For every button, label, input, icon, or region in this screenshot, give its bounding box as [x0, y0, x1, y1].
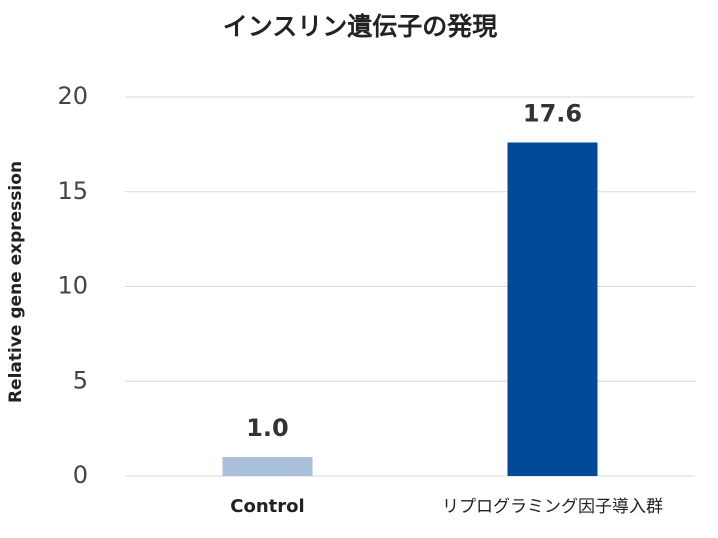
y-tick-label: 0	[73, 461, 88, 489]
y-tick-label: 15	[57, 177, 88, 205]
bar	[222, 457, 313, 476]
value-label: 17.6	[523, 99, 582, 127]
y-tick-label: 10	[57, 272, 88, 300]
x-tick-label: リプログラミング因子導入群	[442, 497, 663, 517]
y-axis-label: Relative gene expression	[6, 161, 26, 403]
bar	[507, 142, 598, 477]
value-label: 1.0	[246, 414, 289, 442]
y-tick-label: 5	[73, 366, 88, 394]
y-tick-label: 20	[57, 82, 88, 110]
x-tick-label: Control	[230, 496, 304, 517]
chart-title: インスリン遺伝子の発現	[223, 12, 498, 41]
